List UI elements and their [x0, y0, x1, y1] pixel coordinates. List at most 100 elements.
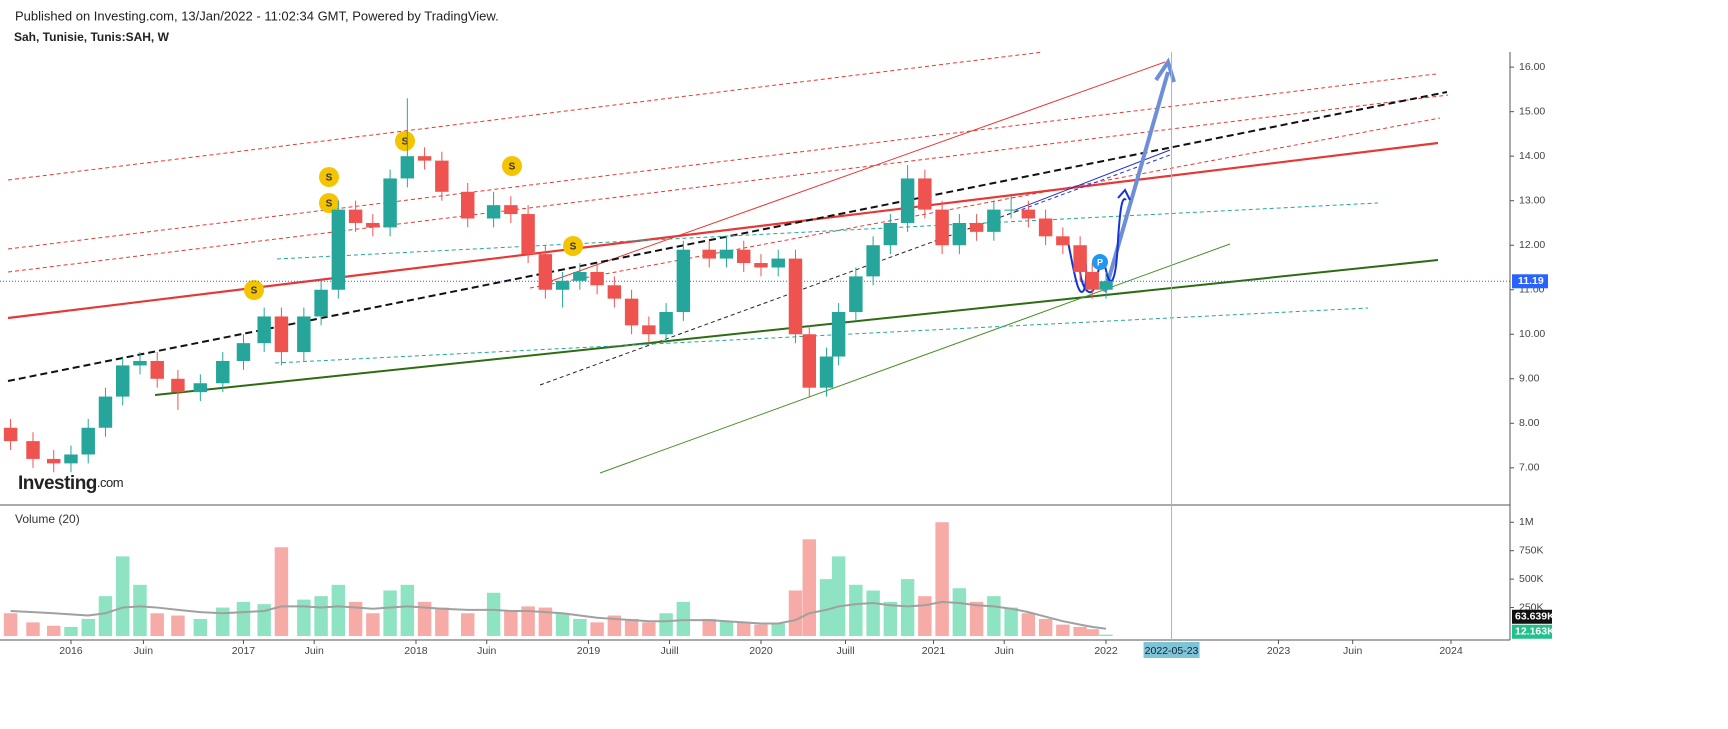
dividend-marker [563, 236, 583, 256]
volume-bar [383, 590, 397, 636]
candle-body [788, 258, 803, 335]
candle-body [883, 222, 898, 246]
volume-bar [81, 618, 95, 636]
volume-bar [216, 607, 230, 636]
candle-body [737, 249, 751, 264]
trend-line [539, 61, 1166, 286]
x-tick-label: 2019 [577, 645, 601, 657]
dividend-marker [244, 280, 264, 300]
candle-body [486, 205, 501, 219]
volume-bar [193, 618, 208, 636]
volume-tick-label: 1M [1519, 516, 1534, 528]
candle-body [819, 356, 834, 388]
candle-body [348, 209, 363, 223]
volume-bar [788, 590, 803, 636]
candle-body [236, 343, 251, 361]
event-markers: S S S S S S P [244, 131, 1108, 300]
x-tick-label: Juin [995, 645, 1014, 657]
x-tick-label: Juill [661, 645, 679, 657]
dividend-label: S [326, 199, 333, 210]
volume-bar [1056, 624, 1070, 636]
candles [3, 98, 1113, 636]
volume-bar [1038, 618, 1053, 636]
volume-bar [331, 584, 346, 636]
volume-bar [3, 613, 18, 636]
volume-bar [607, 615, 622, 636]
candle-body [1099, 281, 1113, 290]
candle-body [383, 178, 397, 228]
volume-bar [348, 601, 363, 636]
volume-bar [460, 613, 475, 636]
candle-body [538, 254, 553, 290]
volume-bar [26, 622, 40, 636]
crosshair-label: 2022-05-23 [1145, 645, 1199, 657]
candle-body [659, 312, 673, 335]
volume-bar [676, 601, 691, 636]
event-label: P [1097, 257, 1103, 267]
candle-body [521, 214, 535, 255]
candle-body [952, 222, 967, 246]
candle-body [81, 427, 95, 455]
volume-bar [883, 601, 898, 636]
volume-bar [417, 601, 432, 636]
volume-bar [115, 556, 130, 636]
volume-bar [1021, 613, 1036, 636]
dividend-label: S [402, 137, 409, 148]
volume-bar [538, 607, 553, 636]
chart-title: Sah, Tunisie, Tunis:SAH, W [14, 30, 170, 44]
candle-body [435, 160, 449, 192]
candle-body [1073, 245, 1087, 272]
logo-suffix: .com [97, 475, 123, 490]
volume-bar [918, 596, 932, 636]
volume-bar [771, 623, 785, 636]
volume-bar [1004, 607, 1018, 636]
volume-bar [314, 596, 328, 636]
volume-bar [719, 621, 734, 636]
x-tick-label: Juin [1343, 645, 1362, 657]
logo-name: Investing [18, 473, 97, 494]
x-tick-label: Juin [477, 645, 496, 657]
volume-bar [1085, 629, 1099, 636]
candle-body [417, 156, 432, 161]
dividend-label: S [251, 286, 258, 297]
trend-line [7, 73, 1437, 250]
candle-body [831, 312, 846, 357]
y-tick-label: 10.00 [1519, 328, 1545, 340]
x-tick-label: Juill [836, 645, 854, 657]
x-tick-label: 2024 [1439, 645, 1463, 657]
candle-body [935, 209, 949, 246]
volume-bar [366, 613, 380, 636]
candle-body [771, 258, 785, 268]
y-tick-label: 16.00 [1519, 61, 1545, 73]
event-marker [1092, 254, 1108, 270]
candle-body [26, 441, 40, 459]
y-tick-label: 12.00 [1519, 239, 1545, 251]
crosshair-label-bg [1143, 642, 1200, 658]
trend-line [599, 243, 1231, 474]
volume-title: Volume (20) [15, 512, 80, 526]
candle-body [849, 276, 863, 313]
volume-bar [624, 618, 639, 636]
volume-bar [819, 579, 834, 636]
candle-body [297, 316, 311, 353]
trend-line [7, 91, 1448, 382]
candle-body [1038, 218, 1053, 237]
candle-body [754, 263, 768, 268]
candle-body [366, 222, 380, 228]
volume-bar [642, 622, 656, 636]
volume-bar [150, 613, 164, 636]
x-tick-label: 2021 [922, 645, 946, 657]
forecast-arrow [1103, 71, 1170, 293]
dividend-marker [319, 167, 339, 187]
dividend-marker [319, 193, 339, 213]
candle-body [702, 249, 716, 259]
volume-badge-label: 12.163K [1515, 626, 1555, 638]
volume-bar [133, 584, 147, 636]
volume-bar [900, 579, 915, 636]
candle-body [400, 156, 415, 179]
candle-body [314, 289, 328, 317]
candle-body [642, 325, 656, 335]
volume-bar [659, 613, 673, 636]
candle-body [98, 396, 113, 428]
dividend-label: S [326, 173, 333, 184]
